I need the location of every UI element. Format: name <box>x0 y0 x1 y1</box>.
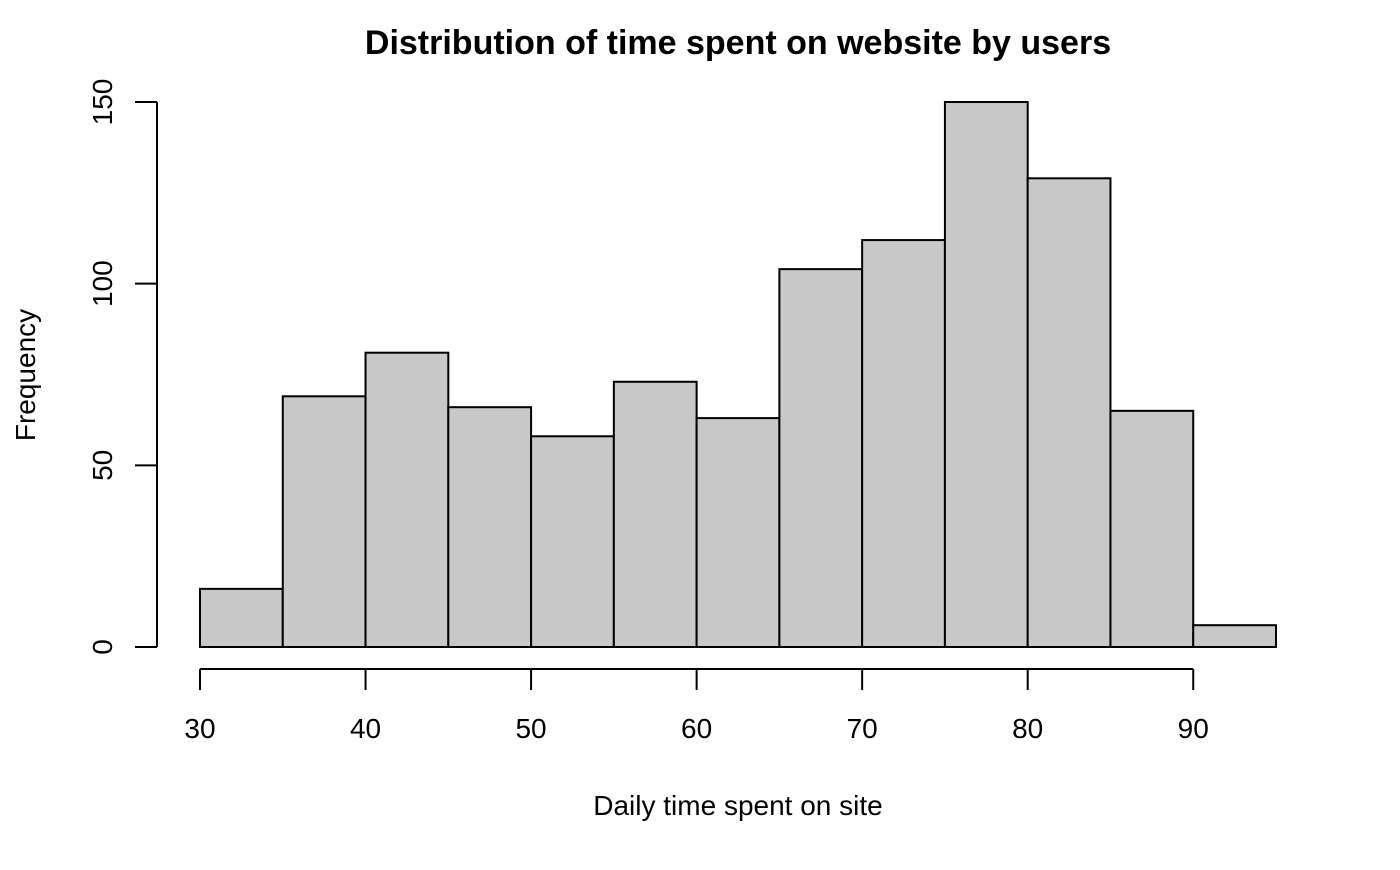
x-tick-label: 60 <box>681 713 712 744</box>
y-tick-label: 50 <box>87 450 118 481</box>
histogram-bar <box>778 268 864 648</box>
x-tick-label: 90 <box>1178 713 1209 744</box>
histogram-bar <box>364 351 450 648</box>
histogram-bar <box>447 406 533 649</box>
x-tick-label: 30 <box>184 713 215 744</box>
histogram-bar <box>861 239 946 648</box>
x-axis: 30 40 50 60 70 80 90 <box>184 668 1209 744</box>
histogram-bar <box>1192 624 1277 649</box>
y-tick-label: 0 <box>87 639 118 655</box>
y-axis-label: Frequency <box>10 309 41 441</box>
x-axis-label: Daily time spent on site <box>593 790 882 821</box>
y-axis: 0 50 100 150 <box>87 79 158 655</box>
x-tick-label: 80 <box>1012 713 1043 744</box>
chart-title: Distribution of time spent on website by… <box>365 24 1111 62</box>
y-tick-label: 150 <box>87 79 118 126</box>
histogram-bars <box>199 101 1277 649</box>
histogram-bar <box>695 417 781 648</box>
histogram-bar <box>1109 409 1195 649</box>
histogram-bar <box>530 435 615 648</box>
histogram-bar <box>199 587 284 648</box>
histogram-bar <box>943 101 1029 648</box>
x-tick-label: 50 <box>515 713 546 744</box>
x-tick-label: 70 <box>847 713 878 744</box>
x-tick-label: 40 <box>350 713 381 744</box>
histogram-bar <box>281 395 367 648</box>
histogram-bar <box>612 380 698 648</box>
y-tick-label: 100 <box>87 260 118 307</box>
histogram-bar <box>1026 177 1112 649</box>
